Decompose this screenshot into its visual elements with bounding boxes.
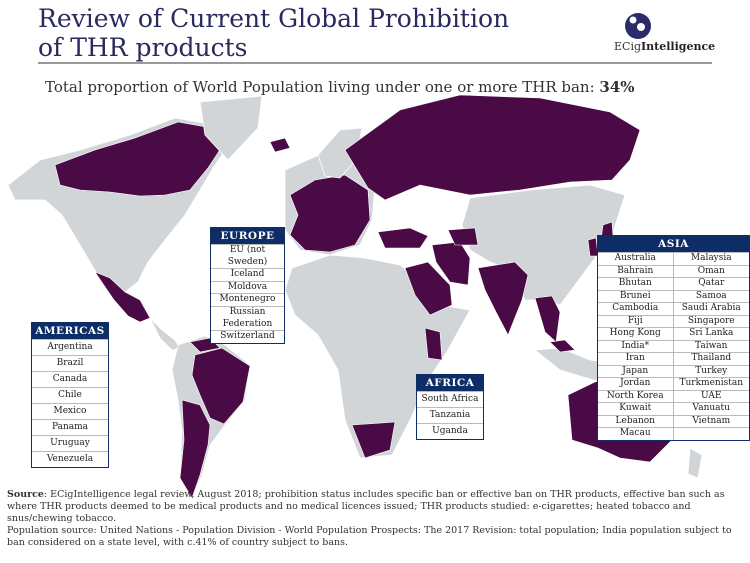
country-item: Argentina bbox=[32, 339, 108, 355]
country-item: Sri Lanka bbox=[673, 327, 749, 340]
africa-legend-box: AFRICA South Africa Tanzania Uganda bbox=[416, 374, 484, 440]
country-item: Mexico bbox=[32, 403, 108, 419]
title-line-1: Review of Current Global Prohibition bbox=[38, 4, 510, 33]
russia-region bbox=[344, 94, 641, 201]
country-item: Brazil bbox=[32, 355, 108, 371]
turkmenistan-region bbox=[447, 227, 479, 246]
country-item: Taiwan bbox=[673, 339, 749, 353]
country-item: Brunei bbox=[598, 289, 674, 302]
country-item: Canada bbox=[32, 371, 108, 387]
tanzania-uganda-region bbox=[424, 327, 443, 361]
country-item: Jordan bbox=[598, 377, 674, 390]
source-label: Source bbox=[7, 489, 44, 500]
africa-header: AFRICA bbox=[417, 375, 483, 391]
title-line-2: of THR products bbox=[38, 33, 248, 62]
country-item: South Africa bbox=[417, 391, 483, 407]
ecigintelligence-logo-icon bbox=[625, 13, 651, 39]
country-item: Bhutan bbox=[598, 277, 674, 290]
asia-country-grid: Australia Malaysia Bahrain Oman Bhutan Qatar B… bbox=[598, 252, 749, 440]
country-item: Russian Federation bbox=[211, 305, 284, 330]
title-divider bbox=[38, 62, 712, 64]
country-item: Qatar bbox=[673, 277, 749, 290]
country-item: EU (not Sweden) bbox=[211, 244, 284, 268]
country-item: Chile bbox=[32, 387, 108, 403]
country-item: Turkmenistan bbox=[673, 377, 749, 390]
summary-value: 34% bbox=[599, 78, 635, 96]
source-notes: Source: ECigIntelligence legal review, A… bbox=[7, 489, 737, 549]
country-item: Panama bbox=[32, 419, 108, 435]
india-region bbox=[477, 261, 529, 336]
country-item: Thailand bbox=[673, 352, 749, 365]
country-item: Australia bbox=[598, 252, 674, 265]
country-item: Vanuatu bbox=[673, 402, 749, 415]
americas-header: AMERICAS bbox=[32, 323, 108, 339]
malaysia-region bbox=[549, 339, 576, 353]
country-item: Vietnam bbox=[673, 414, 749, 428]
turkey-region bbox=[377, 227, 429, 249]
country-item: Cambodia bbox=[598, 302, 674, 315]
country-item: Hong Kong bbox=[598, 327, 674, 340]
country-item: Venezuela bbox=[32, 451, 108, 467]
americas-legend-box: AMERICAS Argentina Brazil Canada Chile M… bbox=[31, 322, 109, 468]
country-item: UAE bbox=[673, 389, 749, 403]
country-item: Switzerland bbox=[211, 330, 284, 343]
country-item: Iceland bbox=[211, 268, 284, 281]
page-title: Review of Current Global Prohibition of T… bbox=[38, 4, 509, 62]
source-text: : ECigIntelligence legal review, August … bbox=[7, 489, 725, 524]
country-item: Montenegro bbox=[211, 293, 284, 306]
argentina-chile-region bbox=[179, 399, 211, 499]
iceland-region bbox=[269, 137, 291, 153]
country-item: Iran bbox=[598, 352, 674, 365]
country-item: Uruguay bbox=[32, 435, 108, 451]
country-item: Malaysia bbox=[673, 252, 749, 265]
country-item: Lebanon bbox=[598, 414, 674, 427]
country-item: Samoa bbox=[673, 289, 749, 303]
country-item: Uganda bbox=[417, 423, 483, 439]
country-item bbox=[673, 427, 749, 440]
country-item: Bahrain bbox=[598, 264, 674, 277]
country-item: Singapore bbox=[673, 314, 749, 328]
country-item: Fiji bbox=[598, 314, 674, 327]
logo-text: ECigIntelligence bbox=[614, 40, 716, 53]
saudi-arabia-region bbox=[404, 261, 453, 316]
europe-header: EUROPE bbox=[211, 228, 284, 244]
country-item: Tanzania bbox=[417, 407, 483, 423]
country-item: Japan bbox=[598, 364, 674, 377]
south-africa-region bbox=[351, 421, 396, 459]
population-source-text: Population source: United Nations - Popu… bbox=[7, 525, 732, 548]
country-item: Oman bbox=[673, 264, 749, 278]
country-item: Saudi Arabia bbox=[673, 302, 749, 315]
asia-land bbox=[461, 184, 626, 306]
country-item: Turkey bbox=[673, 364, 749, 378]
country-item: Macau bbox=[598, 427, 674, 440]
europe-legend-box: EUROPE EU (not Sweden) Iceland Moldova M… bbox=[210, 227, 285, 344]
central-america-land bbox=[149, 317, 181, 351]
asia-legend-box: ASIA Australia Malaysia Bahrain Oman Bhutan Q… bbox=[597, 235, 750, 441]
country-item: North Korea bbox=[598, 389, 674, 402]
summary-text: Total proportion of World Population liv… bbox=[45, 78, 600, 96]
greenland-land bbox=[199, 95, 263, 161]
canada-region bbox=[54, 121, 226, 197]
country-item: India* bbox=[598, 339, 674, 352]
country-item: Moldova bbox=[211, 280, 284, 294]
new-zealand-land bbox=[687, 447, 703, 479]
population-summary: Total proportion of World Population liv… bbox=[45, 78, 635, 96]
asia-header: ASIA bbox=[598, 236, 749, 252]
brazil-region bbox=[191, 347, 251, 425]
country-item: Kuwait bbox=[598, 402, 674, 415]
